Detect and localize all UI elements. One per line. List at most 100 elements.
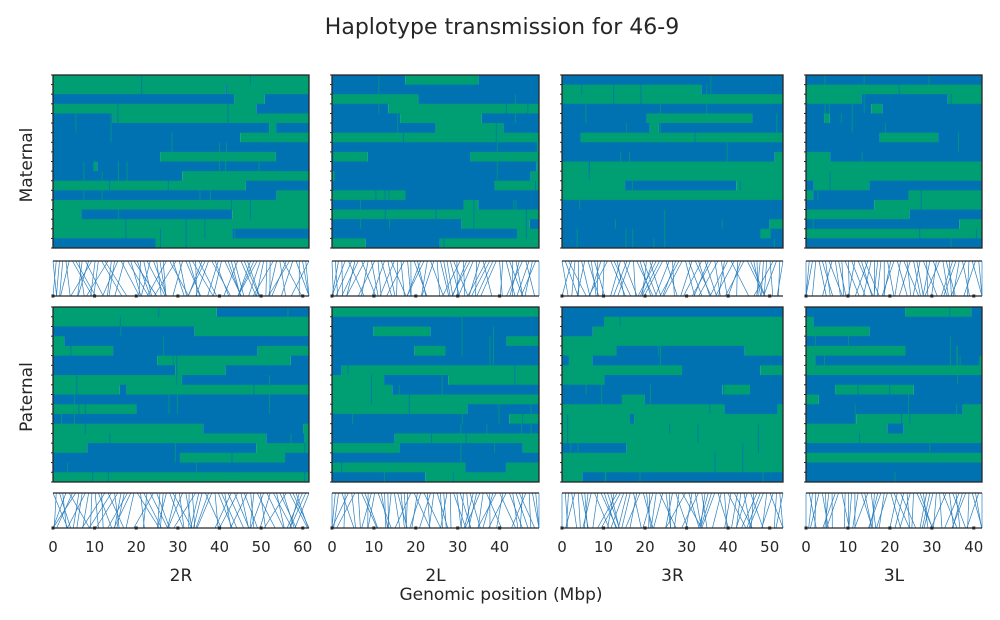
link-line (453, 492, 467, 529)
haplotype-block (913, 384, 982, 395)
link-line (852, 492, 859, 529)
speckle (714, 452, 716, 473)
link-line (941, 260, 953, 297)
speckle (157, 142, 159, 152)
haplotype-block (562, 443, 627, 454)
haplotype-block (562, 326, 593, 337)
link-line (633, 492, 642, 529)
haplotype-block (806, 113, 825, 124)
haplotype-block (257, 345, 309, 357)
link-line (665, 492, 673, 529)
link-line (903, 260, 920, 297)
haplotype-block (806, 316, 814, 327)
link-line (421, 260, 428, 297)
haplotype-block (813, 190, 909, 201)
speckle (275, 365, 277, 385)
haplotype-block (113, 345, 258, 357)
x-tick (768, 526, 772, 530)
link-line (196, 492, 213, 529)
link-line (665, 260, 678, 297)
haplotype-block (332, 336, 507, 347)
link-line (466, 492, 471, 529)
speckle (162, 336, 164, 356)
speckle (249, 75, 251, 85)
link-line (113, 492, 132, 529)
haplotype-block (332, 307, 539, 318)
haplotype-block (562, 375, 605, 386)
haplotype-block (806, 151, 831, 162)
link-line (715, 260, 735, 297)
link-line (116, 492, 125, 529)
speckle (496, 142, 498, 181)
haplotype-block (276, 123, 309, 134)
haplotype-block (53, 384, 120, 395)
link-line (966, 492, 980, 529)
link-line (343, 492, 346, 529)
link-line (90, 492, 93, 529)
speckle (823, 355, 825, 376)
link-line (763, 260, 768, 297)
speckle (389, 219, 390, 229)
haplotype-block (562, 209, 783, 220)
link-line (818, 260, 827, 297)
row-label-maternal: Maternal (17, 128, 37, 203)
speckle (941, 413, 942, 434)
haplotype-block (332, 375, 385, 386)
link-line (394, 492, 412, 529)
x-tick (726, 526, 730, 530)
link-line (499, 260, 503, 297)
link-line (417, 260, 427, 297)
haplotype-block (806, 190, 814, 201)
speckle (659, 94, 661, 133)
link-line (519, 492, 523, 529)
speckle (649, 384, 651, 414)
link-line (951, 492, 967, 529)
haplotype-block (225, 84, 227, 95)
speckle (250, 190, 252, 220)
speckle (101, 316, 103, 327)
haplotype-block (87, 443, 257, 454)
link-line (854, 492, 869, 529)
haplotype-block (53, 394, 309, 405)
haplotype-block (806, 336, 982, 347)
link-line (688, 492, 700, 529)
link-line (975, 492, 982, 529)
link-line (207, 260, 219, 297)
speckle (956, 345, 958, 366)
link-line (499, 260, 504, 297)
haplotype-block (887, 423, 904, 434)
link-line (693, 260, 709, 297)
haplotype-block (744, 345, 783, 357)
speckle (762, 443, 764, 482)
speckle (604, 472, 606, 482)
panel-2L-maternal (330, 74, 540, 249)
link-line (167, 492, 183, 529)
haplotype-block (332, 433, 395, 444)
speckle (225, 151, 226, 181)
haplotype-block (806, 180, 814, 191)
haplotype-block (562, 171, 783, 182)
link-line (195, 260, 209, 297)
link-line (854, 260, 869, 297)
speckle (570, 423, 572, 453)
speckle (75, 113, 77, 133)
speckle (579, 171, 581, 210)
link-line (294, 492, 310, 529)
haplotype-block (53, 365, 176, 376)
link-line (249, 492, 255, 529)
haplotype-block (580, 132, 783, 143)
link-line (512, 492, 519, 529)
haplotype-block (806, 307, 906, 318)
link-line (725, 260, 745, 297)
speckle (975, 228, 977, 248)
haplotype-block (568, 355, 593, 366)
speckle (204, 219, 206, 239)
link-line (625, 492, 641, 529)
speckle (339, 336, 341, 376)
haplotype-block (53, 228, 233, 239)
haplotype-block (908, 190, 982, 201)
link-line (680, 260, 693, 297)
link-line (864, 260, 880, 297)
link-line (863, 260, 872, 297)
link-line (361, 492, 378, 529)
